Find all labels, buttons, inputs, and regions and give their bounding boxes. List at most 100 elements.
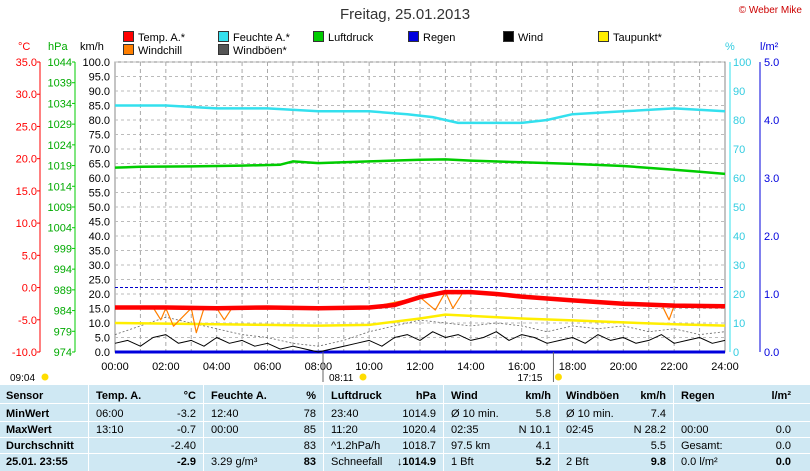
table-cell: Schneefall — [331, 456, 383, 468]
table-cell: 78 — [303, 408, 316, 420]
legend-label: Windchill — [138, 45, 183, 57]
wind-tick-label: 80.0 — [89, 115, 110, 127]
series-line — [114, 313, 726, 327]
table-cell: 11:20 — [331, 424, 358, 436]
table-cell: Temp. A. — [96, 390, 142, 402]
x-tick-label: 04:00 — [203, 361, 231, 373]
table-cell: 5.8 — [535, 408, 551, 420]
legend-swatch — [123, 44, 134, 55]
temp-tick-label: 35.0 — [16, 57, 37, 69]
wind-tick-label: 20.0 — [89, 289, 110, 301]
table-cell: hPa — [415, 390, 436, 402]
legend-label: Taupunkt* — [613, 32, 662, 44]
wind-tick-label: 55.0 — [89, 188, 110, 200]
wind-tick-label: 25.0 — [89, 275, 110, 287]
rain-tick-label: 4.0 — [764, 115, 779, 127]
table-cell: Regen — [681, 390, 715, 402]
credit-link[interactable]: © Weber Mike — [738, 5, 802, 16]
table-cell: Windböen — [566, 390, 620, 402]
x-tick-label: 00:00 — [101, 361, 129, 373]
pressure-tick-label: 974 — [54, 347, 72, 359]
table-cell: 4.1 — [535, 440, 551, 452]
pressure-tick-label: 1014 — [48, 181, 72, 193]
legend-item: Windchill — [123, 44, 182, 57]
sun-icon — [554, 373, 562, 381]
column-divider — [443, 385, 444, 471]
table-cell: 0.0 — [775, 424, 791, 436]
humidity-tick-label: 20 — [733, 289, 745, 301]
sunset-label: 17:15 — [517, 373, 542, 384]
wind-tick-label: 65.0 — [89, 159, 110, 171]
x-tick-label: 06:00 — [254, 361, 282, 373]
table-cell: 5.5 — [650, 440, 666, 452]
table-cell: 0.0 — [775, 456, 791, 468]
rain-tick-label: 3.0 — [764, 173, 779, 185]
row-divider — [0, 437, 810, 438]
rain-unit: l/m² — [760, 41, 779, 53]
pressure-tick-label: 1029 — [48, 119, 72, 131]
column-divider — [558, 385, 559, 471]
humidity-tick-label: 80 — [733, 115, 745, 127]
wind-tick-label: 30.0 — [89, 260, 110, 272]
table-cell: Feuchte A. — [211, 390, 267, 402]
table-cell: 00:00 — [211, 424, 239, 436]
legend-item: Regen — [408, 31, 455, 44]
table-cell: 1 Bft — [451, 456, 474, 468]
legend-item: Wind — [503, 31, 543, 44]
legend-item: Taupunkt* — [598, 31, 662, 44]
table-cell: -0.7 — [177, 424, 196, 436]
rain-tick-label: 5.0 — [764, 57, 779, 69]
table-cell: Ø 10 min. — [566, 408, 614, 420]
table-cell: 5.2 — [535, 456, 551, 468]
table-cell: ^1.2hPa/h — [331, 440, 381, 452]
table-cell: Sensor — [6, 390, 44, 402]
legend-label: Regen — [423, 32, 456, 44]
wind-tick-label: 35.0 — [89, 246, 110, 258]
pressure-tick-label: 989 — [54, 285, 72, 297]
temp-tick-label: 25.0 — [16, 121, 37, 133]
x-tick-label: 24:00 — [711, 361, 739, 373]
table-cell: 85 — [303, 424, 316, 436]
wind-unit: km/h — [80, 41, 104, 53]
table-cell: km/h — [525, 390, 551, 402]
table-cell: 1018.7 — [402, 440, 436, 452]
series-line — [114, 158, 726, 176]
table-cell: 7.4 — [650, 408, 666, 420]
table-cell: 1014.9 — [402, 408, 436, 420]
table-cell: 2 Bft — [566, 456, 589, 468]
wind-tick-label: 90.0 — [89, 86, 110, 98]
humidity-tick-label: 60 — [733, 173, 745, 185]
wind-tick-label: 50.0 — [89, 202, 110, 214]
temp-tick-label: 30.0 — [16, 89, 37, 101]
x-tick-label: 10:00 — [355, 361, 383, 373]
pressure-tick-label: 1039 — [48, 78, 72, 90]
table-cell: °C — [183, 390, 196, 402]
table-cell: % — [306, 390, 316, 402]
wind-tick-label: 60.0 — [89, 173, 110, 185]
x-tick-label: 16:00 — [508, 361, 536, 373]
weather-chart: °C hPa km/h% l/m² 35.0 30.0 25.0 20.0 15.0 10.0 5.… — [10, 41, 779, 384]
wind-tick-label: 0.0 — [95, 347, 110, 359]
table-cell: Durchschnitt — [6, 440, 74, 452]
humidity-tick-label: 10 — [733, 318, 745, 330]
x-tick-label: 18:00 — [559, 361, 587, 373]
legend-swatch — [218, 44, 229, 55]
table-cell: 06:00 — [96, 408, 124, 420]
pressure-tick-label: 1034 — [48, 98, 72, 110]
table-cell: 1020.4 — [402, 424, 436, 436]
sun-icon — [359, 373, 367, 381]
legend-item: Luftdruck — [313, 31, 373, 44]
table-cell: 00:00 — [681, 424, 709, 436]
series-line — [115, 289, 726, 311]
daylight-start-label: 09:04 — [10, 373, 35, 384]
legend-label: Luftdruck — [328, 32, 374, 44]
table-cell: Wind — [451, 390, 478, 402]
table-cell: 02:45 — [566, 424, 594, 436]
temp-tick-label: 10.0 — [16, 218, 37, 230]
sun-icon — [41, 373, 49, 381]
humidity-tick-label: 100 — [733, 57, 751, 69]
legend-item: Temp. A.* — [123, 31, 185, 44]
wind-tick-label: 100.0 — [82, 57, 110, 69]
legend-swatch — [598, 31, 609, 42]
legend-label: Feuchte A.* — [233, 32, 290, 44]
